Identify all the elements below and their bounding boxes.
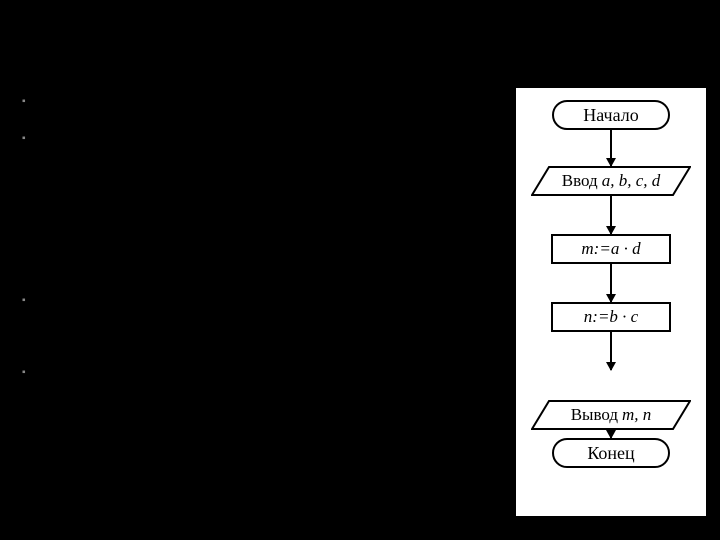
line: В алгоритме присутствует команда ввода:	[40, 89, 299, 107]
flow-arrow	[610, 130, 612, 166]
text-content: ▪ В алгоритме присутствует команда ввода…	[22, 90, 502, 399]
bullet-4: ▪ С помощью этой команды результаты выво…	[22, 361, 502, 396]
line: С помощью этой команды результаты выводя…	[40, 360, 442, 396]
flow-start: Начало	[552, 100, 670, 130]
bullet-icon: ▪	[22, 90, 40, 125]
bullet-icon: ▪	[22, 289, 40, 360]
line: В блок-схеме команда ввода записывается …	[40, 126, 492, 286]
line: Полученные компьютером результаты решени…	[40, 288, 469, 341]
flow-end: Конец	[552, 438, 670, 468]
flow-input: Вводa, b, c, d	[531, 166, 691, 196]
node-label: Начало	[583, 105, 638, 126]
bullet-icon: ▪	[22, 361, 40, 396]
node-label: Вводa, b, c, d	[531, 166, 691, 196]
flow-output: Выводm, n	[531, 400, 691, 430]
bullet-text: С помощью этой команды результаты выводя…	[40, 361, 502, 396]
bullet-text: Полученные компьютером результаты решени…	[40, 289, 502, 360]
node-label: Конец	[587, 443, 634, 464]
bullet-1: ▪ В алгоритме присутствует команда ввода…	[22, 90, 502, 125]
flow-arrow	[610, 332, 612, 370]
node-label: n:=b · c	[584, 307, 638, 327]
flow-arrow	[610, 264, 612, 302]
node-label: m:=a · d	[581, 239, 640, 259]
flow-proc1: m:=a · d	[551, 234, 671, 264]
bold-line: вывод m, n	[40, 342, 502, 360]
bold-line: ввод a, b, c, d	[40, 108, 299, 126]
flowchart: Начало Вводa, b, c, d m:=a · d n:=b · c Выво…	[516, 88, 706, 516]
node-label: Выводm, n	[531, 400, 691, 430]
bullet-icon: ▪	[22, 127, 40, 286]
flow-proc2: n:=b · c	[551, 302, 671, 332]
bullet-2: ▪ В блок-схеме команда ввода записываетс…	[22, 127, 502, 286]
flow-arrow	[610, 196, 612, 234]
bullet-3: ▪ Полученные компьютером результаты реше…	[22, 289, 502, 360]
bullet-text: В алгоритме присутствует команда ввода: …	[40, 90, 299, 125]
bullet-text: В блок-схеме команда ввода записывается …	[40, 127, 502, 286]
